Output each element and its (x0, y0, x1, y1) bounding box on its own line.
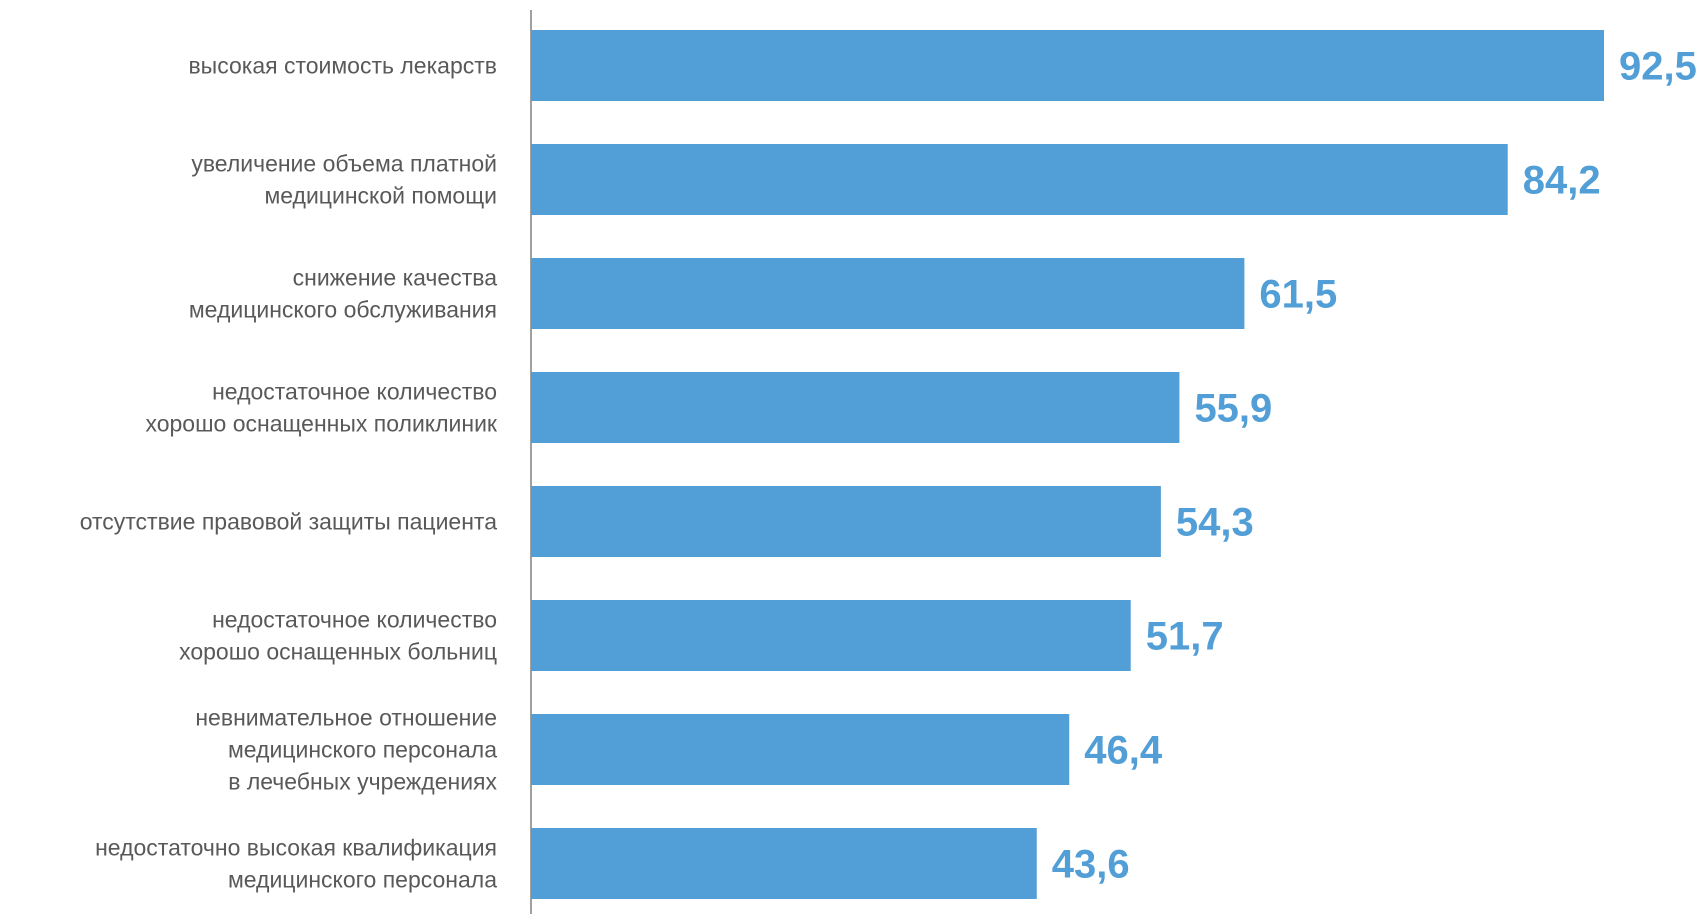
category-label-line: медицинского персонала (228, 867, 497, 893)
category-label-line: недостаточно высокая квалификация (95, 835, 497, 861)
category-label-6: недостаточное количество хорошо оснащенны… (179, 607, 497, 665)
category-label-line: медицинского обслуживания (189, 297, 497, 323)
category-label-line: отсутствие правовой защиты пациента (80, 509, 497, 535)
value-label-8: 43,6 (1052, 843, 1130, 887)
category-label-line: высокая стоимость лекарств (188, 53, 497, 79)
value-label-1: 92,5 (1619, 45, 1697, 89)
category-label-line: невнимательное отношение (195, 705, 497, 731)
category-label-8: недостаточно высокая квалификация медицин… (95, 835, 497, 893)
category-label-4: недостаточное количество хорошо оснащенны… (145, 379, 497, 437)
category-label-1: высокая стоимость лекарств (188, 53, 497, 79)
category-label-line: увеличение объема платной (191, 151, 497, 177)
category-label-2: увеличение объема платной медицинской пом… (191, 151, 497, 209)
bar-1 (531, 30, 1604, 101)
value-label-3: 61,5 (1259, 273, 1337, 317)
category-label-line: недостаточное количество (212, 379, 497, 405)
category-label-7: невнимательное отношение медицинского пер… (195, 705, 497, 795)
category-label-line: снижение качества (293, 265, 498, 291)
value-label-7: 46,4 (1084, 729, 1163, 773)
value-labels-group: 92,5 84,2 61,5 55,9 54,3 51,7 46,4 43,6 (1052, 45, 1697, 887)
category-label-line: недостаточное количество (212, 607, 497, 633)
category-label-3: снижение качества медицинского обслуживан… (189, 265, 497, 323)
bar-2 (531, 144, 1508, 215)
bar-8 (531, 828, 1037, 899)
bar-3 (531, 258, 1245, 329)
category-labels-group: высокая стоимость лекарств увеличение объ… (80, 53, 498, 893)
bar-6 (531, 600, 1131, 671)
bar-4 (531, 372, 1180, 443)
bar-7 (531, 714, 1070, 785)
value-label-5: 54,3 (1176, 501, 1254, 545)
value-label-4: 55,9 (1194, 387, 1272, 431)
category-label-line: в лечебных учреждениях (228, 769, 497, 795)
value-label-6: 51,7 (1146, 615, 1224, 659)
value-label-2: 84,2 (1523, 159, 1601, 203)
category-label-line: медицинской помощи (264, 183, 497, 209)
bar-5 (531, 486, 1161, 557)
category-label-line: медицинского персонала (228, 737, 497, 763)
category-label-5: отсутствие правовой защиты пациента (80, 509, 497, 535)
category-label-line: хорошо оснащенных поликлиник (145, 411, 497, 437)
bars-group (531, 30, 1604, 899)
category-label-line: хорошо оснащенных больниц (179, 639, 497, 665)
